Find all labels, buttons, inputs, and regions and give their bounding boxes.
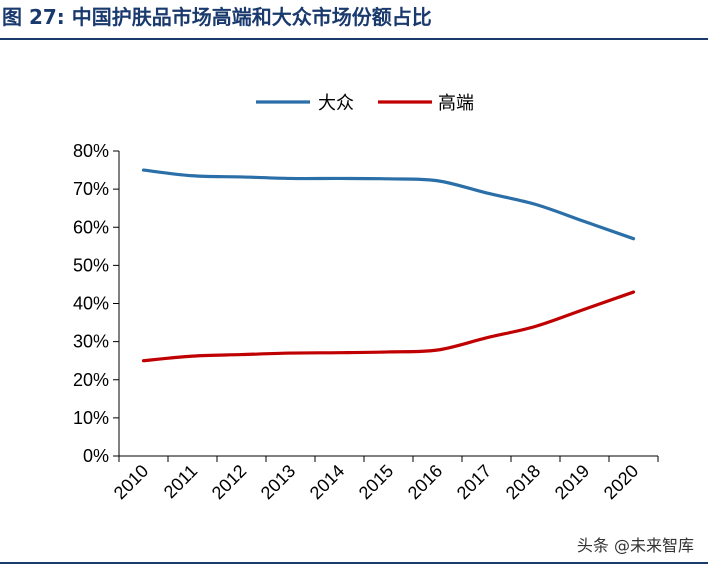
y-tick-label: 40% (73, 294, 109, 314)
y-tick-label: 10% (73, 408, 109, 428)
x-tick-label: 2013 (257, 461, 299, 503)
x-tick-label: 2015 (355, 461, 397, 503)
y-tick-label: 0% (83, 446, 109, 466)
series-line-mass (141, 168, 636, 241)
y-tick-label: 30% (73, 332, 109, 352)
y-tick-label: 20% (73, 370, 109, 390)
legend-label: 大众 (318, 93, 354, 114)
x-tick-label: 2012 (208, 461, 250, 503)
watermark-text: 头条 @未来智库 (576, 536, 694, 555)
figure-title-text: 中国护肤品市场高端和大众市场份额占比 (71, 5, 432, 29)
legend-label: 高端 (438, 93, 474, 114)
x-tick-label: 2018 (502, 461, 544, 503)
y-tick-label: 50% (73, 255, 109, 275)
x-tick-label: 2017 (453, 461, 495, 503)
series-line-premium (141, 290, 636, 363)
y-tick-label: 60% (73, 217, 109, 237)
x-tick-label: 2011 (160, 461, 202, 503)
bottom-divider (0, 562, 708, 564)
figure-title: 图 27: 中国护肤品市场高端和大众市场份额占比 (0, 0, 708, 36)
x-tick-label: 2010 (110, 461, 152, 503)
y-tick-label: 80% (73, 141, 109, 161)
figure-number: 27: (28, 5, 65, 29)
x-tick-label: 2014 (306, 461, 348, 503)
x-tick-label: 2016 (404, 461, 446, 503)
legend: 大众 高端 (256, 93, 474, 114)
y-tick-label: 70% (73, 179, 109, 199)
x-tick-label: 2019 (551, 461, 593, 503)
axes: 0%10%20%30%40%50%60%70%80%2010 2011 2012 20… (73, 141, 659, 503)
figure-prefix: 图 (2, 5, 22, 29)
x-tick-label: 2020 (600, 461, 642, 503)
title-divider (0, 38, 708, 40)
series-lines (141, 168, 636, 363)
